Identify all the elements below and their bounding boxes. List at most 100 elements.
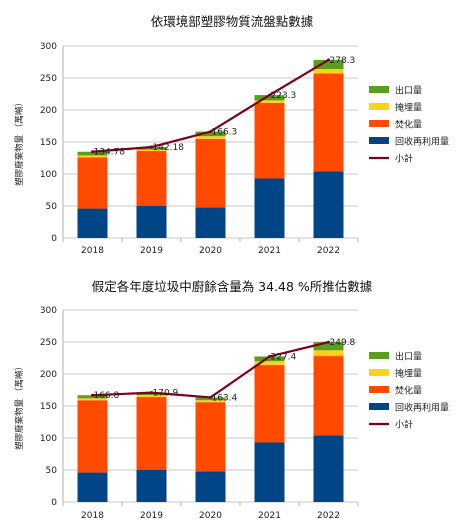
total-point bbox=[91, 393, 94, 397]
bar-segment-export bbox=[254, 356, 285, 362]
total-point bbox=[150, 145, 153, 149]
x-tick-label: 2019 bbox=[140, 246, 163, 256]
legend-swatch-recycling bbox=[369, 137, 389, 144]
bar-segment-incineration bbox=[77, 400, 108, 473]
total-point bbox=[150, 391, 153, 395]
legend-swatch-landfill bbox=[369, 369, 389, 376]
legend-label: 回收再利用量 bbox=[395, 136, 449, 148]
bar-segment-export bbox=[195, 131, 226, 137]
legend-swatch-export bbox=[369, 86, 389, 93]
bar-segment-incineration bbox=[254, 102, 285, 179]
x-tick-label: 2018 bbox=[81, 511, 104, 521]
bar-segment-recycling bbox=[77, 208, 108, 238]
bar-segment-recycling bbox=[195, 471, 226, 502]
x-tick-label: 2021 bbox=[258, 246, 281, 256]
bar-segment-landfill bbox=[136, 149, 167, 151]
total-point bbox=[209, 395, 212, 399]
total-point bbox=[327, 58, 330, 62]
bar-segment-export bbox=[313, 59, 344, 70]
legend-label: 焚化量 bbox=[395, 119, 422, 131]
legend-swatch-recycling bbox=[369, 403, 389, 410]
bar-segment-incineration bbox=[195, 138, 226, 208]
x-tick-label: 2020 bbox=[199, 511, 222, 521]
x-tick-label: 2019 bbox=[140, 511, 163, 521]
legend-swatch-landfill bbox=[369, 103, 389, 110]
bar-segment-export bbox=[77, 395, 108, 399]
y-tick-label: 150 bbox=[40, 402, 57, 412]
y-tick-label: 0 bbox=[51, 234, 57, 244]
legend-label: 回收再利用量 bbox=[395, 402, 449, 414]
bar-segment-landfill bbox=[77, 155, 108, 158]
x-tick-label: 2022 bbox=[317, 246, 340, 256]
total-point bbox=[91, 150, 94, 154]
bar-segment-export bbox=[254, 95, 285, 101]
x-tick-label: 2018 bbox=[81, 246, 104, 256]
legend-label: 小計 bbox=[395, 419, 413, 431]
bar-segment-incineration bbox=[195, 402, 226, 472]
bar-segment-recycling bbox=[195, 207, 226, 238]
total-data-label: 134.78 bbox=[94, 148, 126, 158]
y-tick-label: 100 bbox=[40, 434, 57, 444]
bar-segment-incineration bbox=[313, 73, 344, 172]
bar-segment-recycling bbox=[254, 442, 285, 502]
y-axis-label: 塑膠廢棄物量 （萬噸） bbox=[14, 362, 25, 450]
bar-segment-export bbox=[77, 151, 108, 156]
bar-segment-incineration bbox=[254, 365, 285, 443]
total-data-label: 227.4 bbox=[271, 352, 297, 362]
bar-segment-export bbox=[313, 342, 344, 351]
bar-segment-incineration bbox=[313, 356, 344, 436]
legend-swatch-incineration bbox=[369, 386, 389, 393]
bar-segment-recycling bbox=[136, 470, 167, 502]
total-data-label: 170.9 bbox=[153, 389, 179, 399]
y-tick-label: 100 bbox=[40, 170, 57, 180]
bar-segment-landfill bbox=[195, 136, 226, 139]
legend-label: 掩埋量 bbox=[395, 102, 422, 114]
y-tick-label: 200 bbox=[40, 370, 57, 380]
legend-swatch-export bbox=[369, 352, 389, 359]
total-point bbox=[327, 340, 330, 344]
bar-segment-recycling bbox=[313, 435, 344, 502]
x-tick-label: 2021 bbox=[258, 511, 281, 521]
total-data-label: 249.8 bbox=[330, 338, 356, 348]
x-tick-label: 2022 bbox=[317, 511, 340, 521]
y-tick-label: 150 bbox=[40, 138, 57, 148]
bar-segment-recycling bbox=[136, 206, 167, 238]
bar-segment-recycling bbox=[254, 178, 285, 238]
chart-title: 假定各年度垃圾中廚餘含量為 34.48 %所推估數據 bbox=[92, 279, 373, 294]
x-tick-label: 2020 bbox=[199, 246, 222, 256]
total-point bbox=[268, 354, 271, 358]
bar-segment-incineration bbox=[136, 150, 167, 206]
total-data-label: 278.3 bbox=[330, 56, 356, 66]
y-tick-label: 250 bbox=[40, 338, 57, 348]
y-tick-label: 300 bbox=[40, 306, 57, 316]
legend-label: 掩埋量 bbox=[395, 368, 422, 380]
total-line bbox=[92, 341, 329, 399]
chart-title: 依環境部塑膠物質流盤點數據 bbox=[151, 14, 314, 29]
bar-segment-landfill bbox=[77, 398, 108, 401]
total-data-label: 223.3 bbox=[271, 91, 297, 101]
y-tick-label: 0 bbox=[51, 498, 57, 508]
bar-segment-recycling bbox=[77, 472, 108, 502]
legend-label: 焚化量 bbox=[395, 385, 422, 397]
bar-segment-recycling bbox=[313, 171, 344, 238]
bar-segment-landfill bbox=[254, 361, 285, 366]
bar-segment-incineration bbox=[136, 397, 167, 470]
y-tick-label: 50 bbox=[46, 202, 58, 212]
y-tick-label: 300 bbox=[40, 42, 57, 52]
legend-label: 出口量 bbox=[395, 85, 422, 97]
bar-segment-landfill bbox=[313, 350, 344, 357]
legend-label: 出口量 bbox=[395, 351, 422, 363]
bar-segment-landfill bbox=[313, 69, 344, 74]
total-data-label: 142.18 bbox=[153, 143, 185, 153]
total-point bbox=[268, 93, 271, 97]
total-data-label: 163.4 bbox=[212, 393, 238, 403]
y-tick-label: 50 bbox=[46, 466, 58, 476]
y-tick-label: 250 bbox=[40, 74, 57, 84]
bar-segment-landfill bbox=[136, 395, 167, 398]
total-point bbox=[209, 130, 212, 134]
y-axis-label: 塑膠廢棄物量 （萬噸） bbox=[14, 98, 25, 186]
y-tick-label: 200 bbox=[40, 106, 57, 116]
